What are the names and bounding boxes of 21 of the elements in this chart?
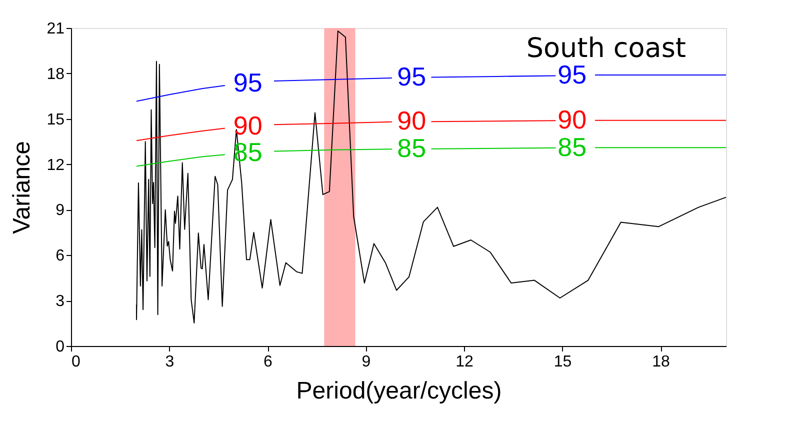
line-series [136, 30, 726, 324]
y-tick-label: 9 [56, 202, 65, 220]
x-tick-label: 18 [652, 354, 670, 370]
text: 90 [233, 110, 262, 141]
y-tick-label: 12 [46, 156, 65, 174]
x-tick-label: 3 [165, 354, 174, 370]
x-tick-label: 0 [72, 354, 80, 370]
y-tick-label: 18 [46, 66, 65, 83]
y-tick-label: 21 [46, 20, 65, 38]
text: 95 [397, 62, 426, 92]
y-tick-label: 15 [46, 111, 65, 128]
x-axis-title: Period(year/cycles) [296, 378, 502, 404]
y-tick-label: 6 [56, 248, 65, 265]
x-tick-label: 15 [554, 354, 572, 370]
y-axis-title: Variance [8, 141, 36, 234]
y-tick-label: 0 [56, 338, 65, 356]
x-tick-label: 6 [264, 354, 273, 370]
x-tick-label: 12 [456, 354, 474, 370]
y-tick-label: 3 [56, 293, 65, 310]
text: 95 [233, 67, 262, 98]
x-tick-label: 9 [362, 354, 371, 370]
